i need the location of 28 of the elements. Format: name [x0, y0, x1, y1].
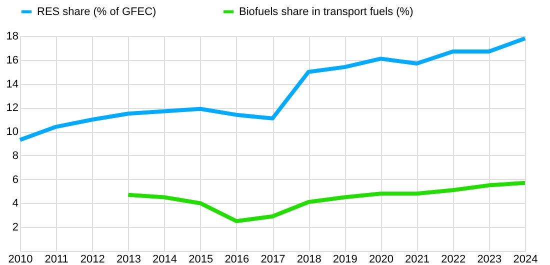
x-tick-label: 2016 [224, 254, 250, 265]
legend-label: Biofuels share in transport fuels (%) [239, 6, 414, 18]
x-tick-label: 2012 [80, 254, 105, 265]
x-tick-label: 2010 [8, 254, 33, 265]
x-tick-label: 2019 [332, 254, 358, 265]
y-tick-label: 8 [12, 150, 18, 162]
y-tick-label: 16 [6, 54, 18, 66]
y-tick-label: 4 [12, 198, 18, 210]
x-tick-label: 2021 [405, 254, 430, 265]
x-tick-label: 2017 [260, 254, 286, 265]
y-tick-label: 14 [6, 78, 18, 90]
x-tick-label: 2014 [152, 254, 178, 265]
y-tick-label: 10 [6, 126, 18, 138]
y-tick-label: 18 [6, 30, 18, 42]
y-tick-label: 12 [6, 102, 18, 114]
x-tick-label: 2015 [188, 254, 214, 265]
y-tick-label: 2 [12, 222, 18, 234]
x-tick-label: 2013 [116, 254, 141, 265]
x-tick-label: 2018 [296, 254, 322, 265]
line-series [126, 180, 527, 224]
y-tick-label: 6 [12, 174, 18, 186]
x-tick-label: 2022 [441, 254, 466, 265]
x-tick-label: 2023 [477, 254, 502, 265]
legend-label: RES share (% of GFEC) [37, 6, 156, 18]
line-series [18, 36, 527, 142]
x-tick-label: 2024 [513, 254, 538, 265]
x-tick-label: 2011 [44, 254, 68, 265]
x-tick-label: 2020 [368, 254, 394, 265]
